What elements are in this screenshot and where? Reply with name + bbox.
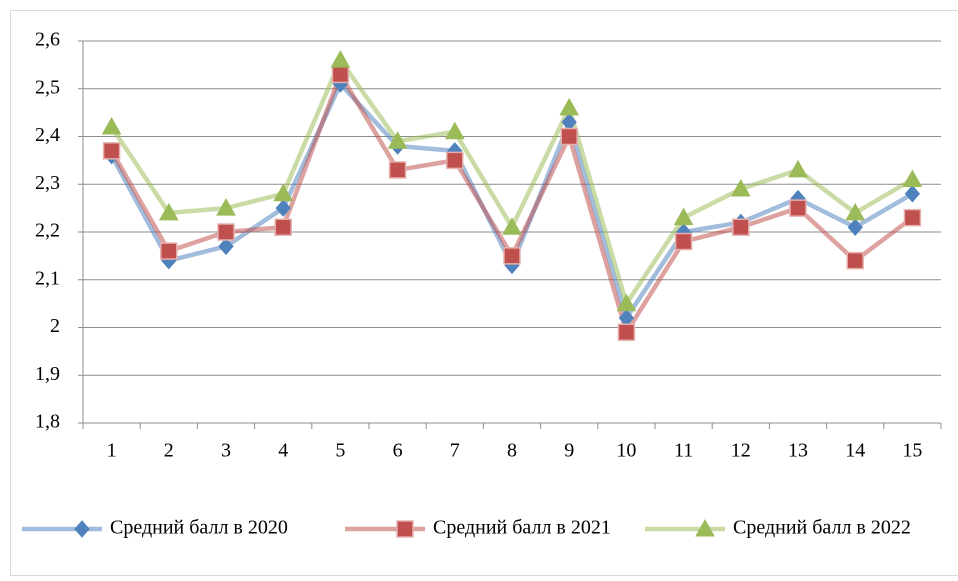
marker xyxy=(502,217,522,235)
marker xyxy=(217,223,235,241)
x-tick-label: 9 xyxy=(564,440,574,462)
marker xyxy=(331,65,350,84)
legend-label: Средний балл в 2020 xyxy=(110,517,288,539)
marker xyxy=(732,218,750,236)
legend-marker xyxy=(74,520,90,538)
legend-marker xyxy=(396,520,414,538)
marker xyxy=(330,50,351,68)
x-tick-label: 6 xyxy=(393,440,403,462)
x-tick-label: 12 xyxy=(731,440,751,462)
marker xyxy=(674,232,693,251)
marker xyxy=(617,323,636,342)
x-tick-label: 3 xyxy=(221,440,231,462)
y-tick-label: 2,6 xyxy=(35,29,60,51)
marker xyxy=(216,198,236,216)
marker xyxy=(616,293,637,312)
marker xyxy=(902,169,923,187)
marker xyxy=(673,207,694,226)
y-tick-label: 2 xyxy=(50,315,60,337)
legend-label: Средний балл в 2021 xyxy=(433,517,611,539)
y-tick-label: 1,9 xyxy=(35,363,60,385)
legend-marker xyxy=(695,518,715,537)
marker xyxy=(387,131,408,149)
x-tick-label: 4 xyxy=(278,440,288,462)
marker xyxy=(218,237,234,256)
y-tick-label: 2,4 xyxy=(35,124,60,146)
marker xyxy=(560,127,578,146)
marker xyxy=(274,218,292,236)
marker xyxy=(388,161,407,179)
y-tick-label: 2,5 xyxy=(35,76,60,98)
marker xyxy=(559,97,580,116)
marker xyxy=(903,208,922,227)
y-tick-label: 2,2 xyxy=(35,220,60,242)
y-tick-label: 2,3 xyxy=(35,172,60,194)
marker xyxy=(160,242,178,260)
x-tick-label: 13 xyxy=(788,440,808,462)
marker xyxy=(789,199,807,217)
x-tick-label: 2 xyxy=(164,440,174,462)
marker xyxy=(904,185,921,203)
marker xyxy=(158,202,179,221)
x-tick-label: 15 xyxy=(902,440,922,462)
marker xyxy=(503,247,521,265)
x-tick-label: 11 xyxy=(674,440,693,462)
marker xyxy=(847,218,863,236)
legend-label: Средний балл в 2022 xyxy=(733,517,911,539)
marker xyxy=(273,183,294,202)
marker xyxy=(846,251,864,270)
x-tick-label: 14 xyxy=(845,440,865,462)
marker xyxy=(730,179,751,197)
y-tick-label: 1,8 xyxy=(35,411,60,433)
x-tick-label: 8 xyxy=(507,440,517,462)
x-tick-label: 10 xyxy=(616,440,636,462)
marker xyxy=(788,159,808,178)
marker xyxy=(101,116,122,135)
marker xyxy=(446,151,464,170)
marker xyxy=(102,142,121,160)
x-tick-label: 5 xyxy=(335,440,345,462)
chart-border xyxy=(10,10,958,576)
x-tick-label: 7 xyxy=(450,440,460,462)
marker xyxy=(275,199,291,217)
marker xyxy=(444,121,465,140)
x-tick-label: 1 xyxy=(107,440,117,462)
marker xyxy=(845,202,866,221)
y-tick-label: 2,1 xyxy=(35,267,60,289)
